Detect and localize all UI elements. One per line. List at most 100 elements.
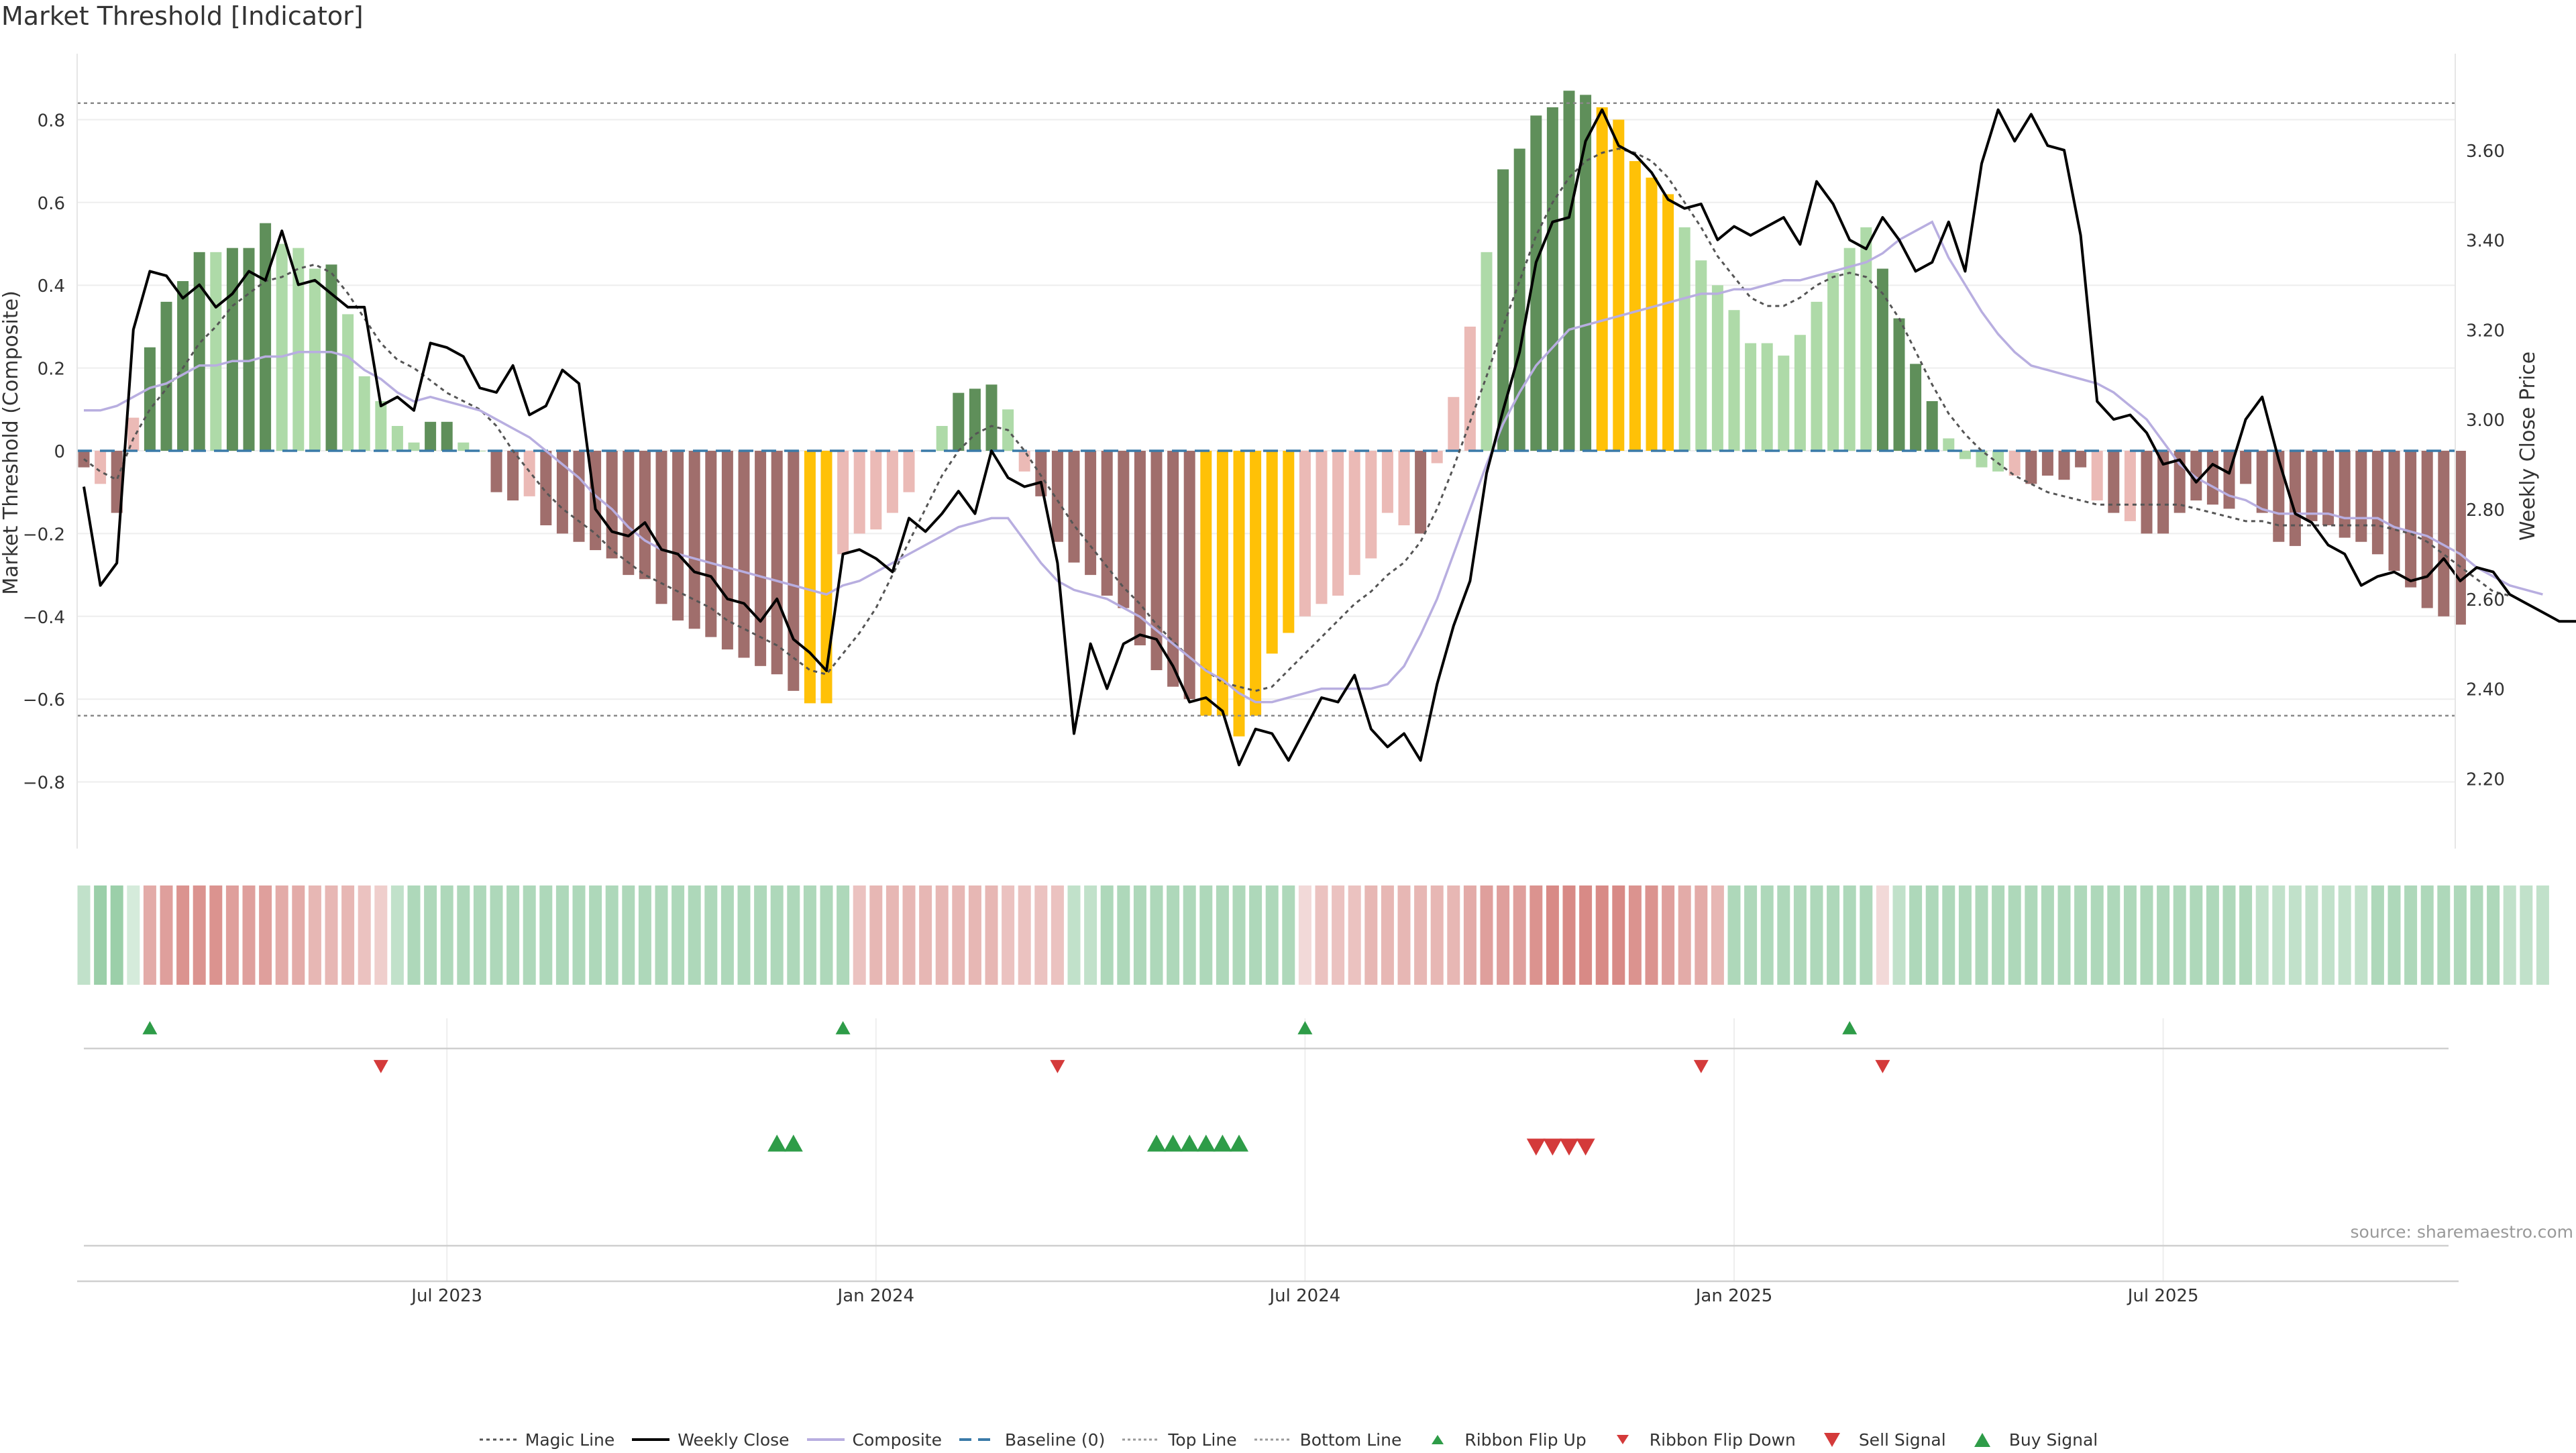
- ribbon-cell: [935, 885, 949, 985]
- ribbon-flip-up-marker: [1297, 1021, 1313, 1034]
- ribbon-flip-up-marker: [835, 1021, 851, 1034]
- composite-bar: [1926, 400, 1938, 451]
- ribbon-cell: [292, 885, 305, 985]
- ribbon-cell: [490, 885, 503, 985]
- composite-bar: [1876, 268, 1888, 451]
- composite-bar: [1678, 227, 1690, 451]
- composite-bar: [391, 425, 403, 451]
- ribbon-cell: [2338, 885, 2351, 985]
- composite-bar: [903, 451, 915, 492]
- dotted-line-icon: [479, 1438, 517, 1441]
- y-tick-label: 0.6: [38, 194, 65, 214]
- ribbon-cell: [374, 885, 388, 985]
- ribbon-cell: [787, 885, 800, 985]
- source-note: source: sharemaestro.com: [2350, 1222, 2574, 1242]
- ribbon-cell: [1909, 885, 1923, 985]
- ribbon-cell: [1695, 885, 1708, 985]
- ribbon-cell: [424, 885, 437, 985]
- y2-tick-label: 3.40: [2466, 231, 2505, 252]
- ribbon-cell: [1133, 885, 1146, 985]
- composite-bar: [1843, 248, 1856, 451]
- y2-tick-label: 3.00: [2466, 411, 2505, 431]
- ribbon-cell: [2305, 885, 2318, 985]
- ribbon-cell: [1942, 885, 1955, 985]
- legend-label: Weekly Close: [678, 1430, 790, 1450]
- ribbon-cell: [1662, 885, 1675, 985]
- composite-bar: [2240, 451, 2252, 484]
- y-axis-label: Market Threshold (Composite): [0, 290, 23, 595]
- legend-label: Buy Signal: [2008, 1430, 2098, 1450]
- composite-bar: [870, 451, 882, 530]
- ribbon-cell: [1892, 885, 1906, 985]
- ribbon-cell: [2255, 885, 2269, 985]
- solid-line-icon: [632, 1438, 670, 1441]
- ribbon-cell: [407, 885, 421, 985]
- legend-label: Magic Line: [525, 1430, 615, 1450]
- legend-item: Buy Signal: [1962, 1430, 2098, 1450]
- composite-bar: [2438, 451, 2450, 616]
- signal-markers: [142, 1021, 1890, 1156]
- ribbon-cell: [2041, 885, 2054, 985]
- ribbon-cell: [2107, 885, 2121, 985]
- composite-bar: [2256, 451, 2268, 513]
- ribbon-cell: [2371, 885, 2384, 985]
- ribbon-cell: [2272, 885, 2286, 985]
- composite-bar: [1216, 451, 1228, 716]
- ribbon-flip-up-marker: [1842, 1021, 1858, 1034]
- composite-bar: [1283, 451, 1295, 633]
- y2-tick-label: 2.20: [2466, 769, 2505, 790]
- triangle-down-large-icon: [1823, 1433, 1840, 1447]
- buy-signal-marker: [1163, 1134, 1183, 1152]
- ribbon-cell: [622, 885, 635, 985]
- ribbon-cell: [820, 885, 833, 985]
- ribbon-cell: [952, 885, 965, 985]
- composite-bar: [1530, 115, 1542, 451]
- composite-bar: [408, 442, 420, 451]
- ribbon-cell: [985, 885, 998, 985]
- composite-bar: [523, 451, 535, 496]
- composite-bar: [1134, 451, 1146, 645]
- composite-bar: [688, 451, 700, 629]
- ribbon-cell: [390, 885, 404, 985]
- composite-bar: [1167, 451, 1179, 687]
- composite-bar: [425, 421, 437, 451]
- composite-bar: [1250, 451, 1262, 716]
- ribbon-cell: [2057, 885, 2071, 985]
- composite-bar: [1662, 194, 1674, 451]
- ribbon-cell: [754, 885, 767, 985]
- ribbon-cell: [1678, 885, 1691, 985]
- composite-bar: [2141, 451, 2153, 534]
- ribbon-cell: [1463, 885, 1477, 985]
- ribbon-cell: [325, 885, 338, 985]
- composite-bar: [1761, 343, 1773, 451]
- ribbon-cell: [2190, 885, 2203, 985]
- composite-bar: [325, 264, 337, 451]
- composite-bar: [655, 451, 667, 604]
- ribbon-flip-up-marker: [142, 1021, 158, 1034]
- composite-bar: [1827, 272, 1839, 451]
- ribbon-cell: [506, 885, 520, 985]
- ribbon-cell: [94, 885, 107, 985]
- ribbon-cell: [2074, 885, 2088, 985]
- composite-bar: [540, 451, 552, 526]
- composite-bar: [1035, 451, 1047, 496]
- composite-bar: [2273, 451, 2285, 542]
- ribbon-cell: [143, 885, 156, 985]
- ribbon-cell: [1332, 885, 1345, 985]
- composite-bar: [771, 451, 783, 675]
- ribbon-cell: [2157, 885, 2170, 985]
- ribbon-cell: [1958, 885, 1972, 985]
- ribbon-cell: [1925, 885, 1939, 985]
- dotted-line-light-icon: [1254, 1438, 1292, 1441]
- composite-bar: [705, 451, 717, 637]
- x-tick-label: Jul 2025: [2127, 1286, 2199, 1306]
- ribbon-cell: [523, 885, 536, 985]
- composite-bar: [639, 451, 651, 580]
- composite-bar: [1910, 364, 1922, 451]
- legend-label: Sell Signal: [1858, 1430, 1946, 1450]
- ribbon-cell: [2025, 885, 2038, 985]
- ribbon-cell: [1381, 885, 1394, 985]
- legend-label: Ribbon Flip Up: [1464, 1430, 1587, 1450]
- composite-line: [84, 220, 2543, 704]
- ribbon-cell: [2222, 885, 2236, 985]
